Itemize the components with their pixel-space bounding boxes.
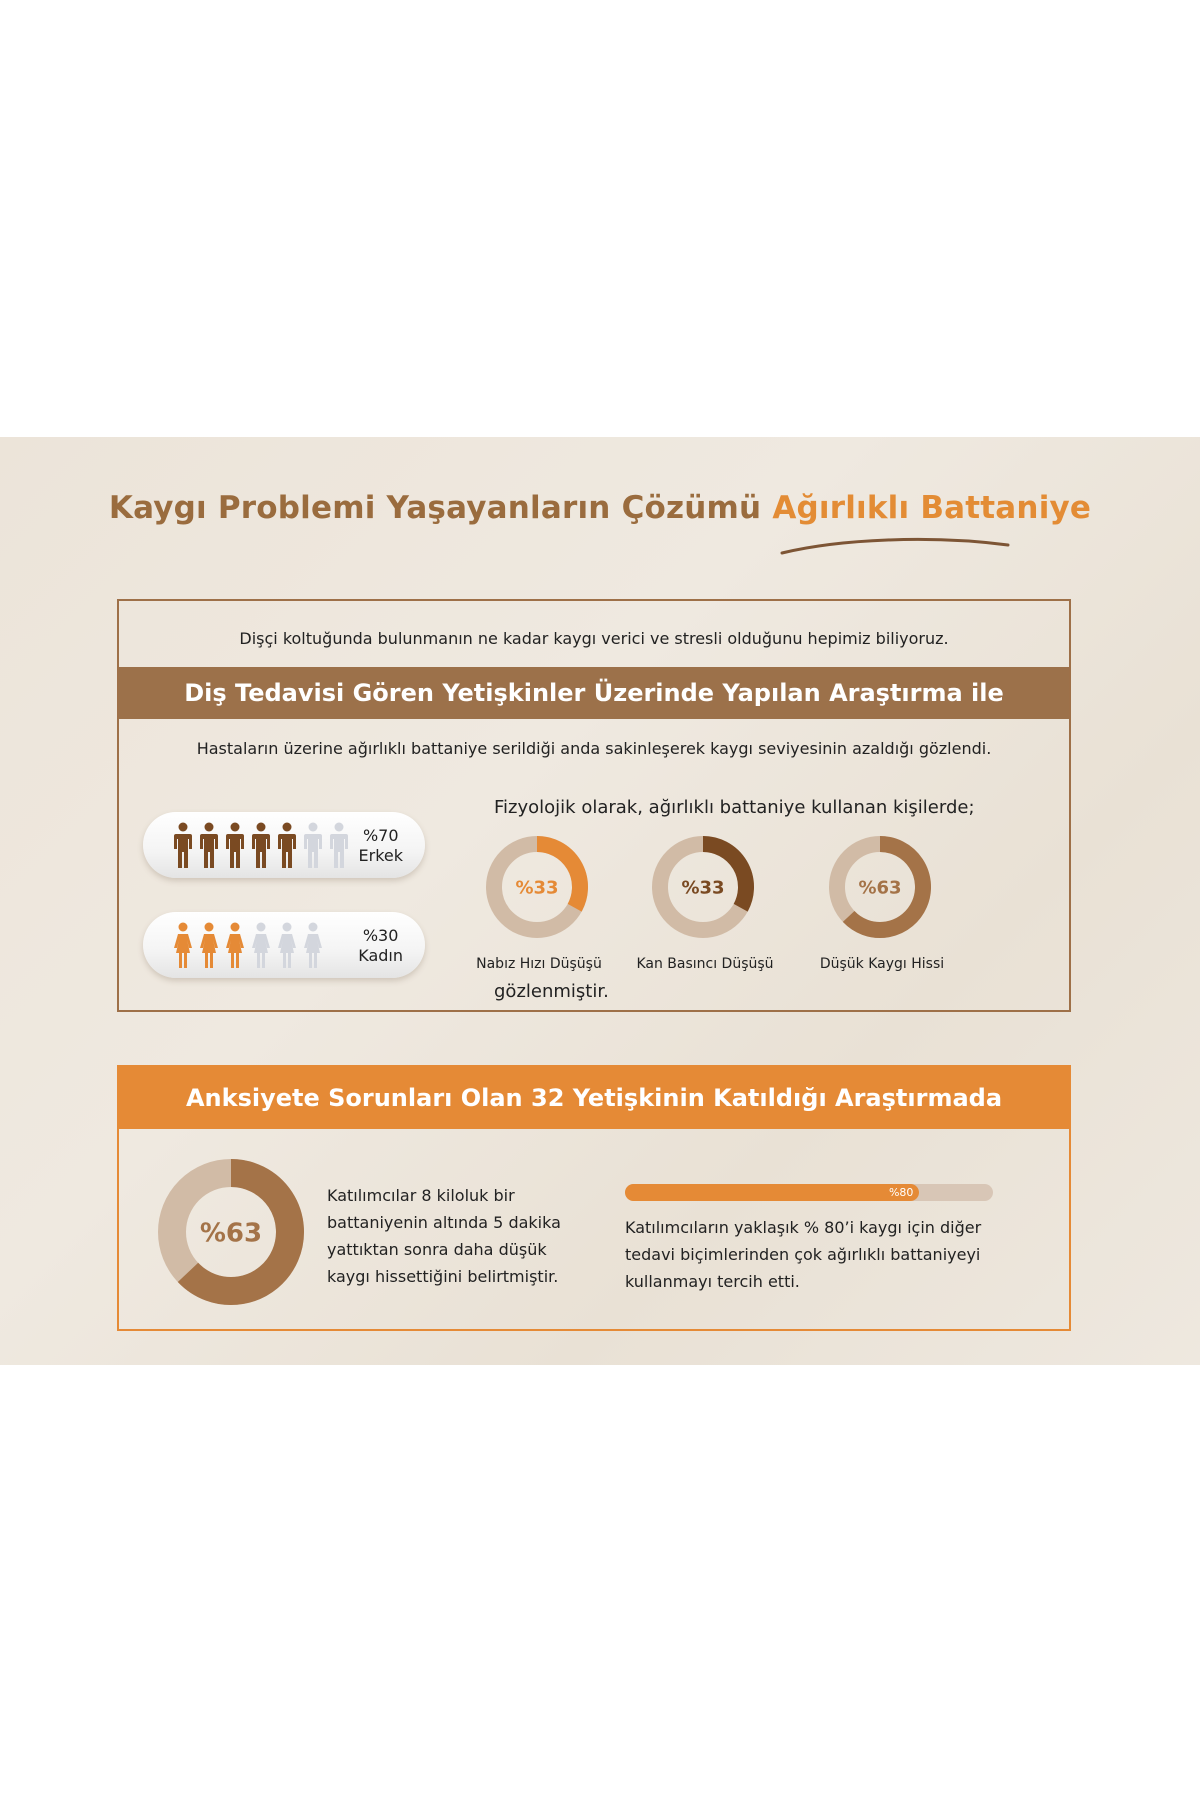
female-label: Kadın	[358, 946, 403, 965]
low-anxiety-big-donut: %63	[158, 1159, 304, 1305]
preference-progress-fill: %80	[625, 1184, 920, 1201]
observation-text: Hastaların üzerine ağırlıklı battaniye s…	[196, 739, 992, 758]
male-figures	[173, 822, 349, 870]
anxiety-study-banner: Anksiyete Sorunları Olan 32 Yetişkinin K…	[119, 1067, 1069, 1129]
donut-1-value: %33	[681, 877, 724, 898]
male-figure-empty-icon	[303, 822, 323, 870]
pulse-drop-label: Nabız Hızı Düşüşü	[476, 956, 602, 972]
big-donut-value: %63	[200, 1218, 262, 1248]
blood-pressure-drop-label: Kan Basıncı Düşüşü	[636, 956, 774, 972]
infographic-canvas: Kaygı Problemi Yaşayanların Çözümü Ağırl…	[0, 437, 1200, 1365]
dental-study-section: Dişçi koltuğunda bulunmanın ne kadar kay…	[117, 599, 1071, 1012]
participants-paragraph: Katılımcılar 8 kiloluk bir battaniyenin …	[327, 1186, 561, 1286]
low-anxiety-label: Düşük Kaygı Hissi	[819, 956, 945, 972]
male-figure-empty-icon	[329, 822, 349, 870]
title-part-2: Ağırlıklı Battaniye	[772, 490, 1092, 526]
title-part-1: Kaygı Problemi Yaşayanların Çözümü	[108, 490, 762, 526]
male-figure-filled-icon	[173, 822, 193, 870]
pulse-drop-donut: %33	[486, 836, 588, 938]
low-anxiety-donut: %63	[829, 836, 931, 938]
female-figure-empty-icon	[251, 922, 271, 970]
physiology-intro: Fizyolojik olarak, ağırlıklı battaniye k…	[494, 797, 975, 818]
donut-2-arc	[842, 836, 931, 938]
female-figure-filled-icon	[173, 922, 193, 970]
intro-text: Dişçi koltuğunda bulunmanın ne kadar kay…	[239, 629, 949, 648]
male-figure-filled-icon	[225, 822, 245, 870]
closing-text: gözlenmiştir.	[494, 981, 609, 1002]
male-figure-filled-icon	[199, 822, 219, 870]
female-stat-pill: %30 Kadın	[143, 912, 425, 978]
title-underline-swash	[780, 537, 1010, 555]
male-stat-text: %70 Erkek	[359, 826, 404, 866]
female-stat-text: %30 Kadın	[358, 926, 403, 966]
male-percent: %70	[362, 826, 399, 845]
preference-progress-bar: %80	[625, 1184, 993, 1201]
preference-paragraph: Katılımcıların yaklaşık % 80’i kaygı içi…	[625, 1218, 982, 1291]
dental-study-banner: Diş Tedavisi Gören Yetişkinler Üzerinde …	[119, 667, 1069, 719]
female-figure-filled-icon	[225, 922, 245, 970]
donut-1-arc	[702, 836, 754, 912]
female-figure-empty-icon	[303, 922, 323, 970]
female-percent: %30	[362, 926, 399, 945]
male-label: Erkek	[358, 846, 404, 865]
big-donut-arc	[177, 1159, 304, 1305]
female-figure-empty-icon	[277, 922, 297, 970]
male-figure-filled-icon	[251, 822, 271, 870]
male-stat-pill: %70 Erkek	[143, 812, 425, 878]
page-title: Kaygı Problemi Yaşayanların Çözümü Ağırl…	[0, 490, 1200, 526]
anxiety-study-section: Anksiyete Sorunları Olan 32 Yetişkinin K…	[117, 1065, 1071, 1331]
male-figure-filled-icon	[277, 822, 297, 870]
donut-0-value: %33	[515, 877, 558, 898]
female-figures	[173, 922, 323, 970]
female-figure-filled-icon	[199, 922, 219, 970]
blood-pressure-drop-donut: %33	[652, 836, 754, 938]
preference-progress-label: %80	[888, 1186, 914, 1199]
donut-0-arc	[536, 836, 588, 912]
donut-2-value: %63	[858, 877, 901, 898]
